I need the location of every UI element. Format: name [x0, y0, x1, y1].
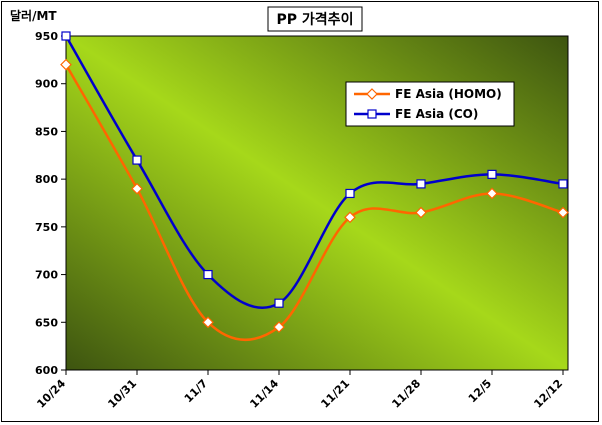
x-axis: 10/24 10/31 11/7 11/14 11/21 11/28 12/5 12/12 [34, 370, 565, 411]
y-tick-label: 650 [35, 316, 58, 329]
legend-marker-homo [366, 88, 378, 100]
legend-label-co: FE Asia (CO) [395, 107, 478, 121]
x-tick-label: 10/24 [34, 377, 68, 411]
y-tick-label: 800 [35, 173, 58, 186]
series-layer [60, 31, 569, 342]
legend-label-homo: FE Asia (HOMO) [395, 87, 502, 101]
y-tick-label: 700 [35, 269, 58, 282]
data-point-homo [273, 321, 285, 333]
legend-marker-co [367, 109, 377, 119]
data-point-homo [486, 187, 498, 200]
chart-title: PP 가격추이 [277, 11, 354, 28]
x-tick-label: 10/31 [105, 377, 139, 411]
data-point-co [487, 169, 497, 179]
data-point-co [416, 179, 426, 189]
legend: FE Asia (HOMO) FE Asia (CO) [345, 81, 515, 127]
x-tick-label: 12/5 [466, 377, 494, 405]
data-point-co [61, 31, 71, 41]
data-point-homo [60, 58, 72, 71]
data-point-homo [131, 182, 143, 195]
data-point-homo [202, 316, 214, 329]
data-point-co [132, 155, 142, 165]
chart-title-box: PP 가격추이 [267, 6, 363, 32]
x-tick-label: 11/7 [182, 377, 210, 405]
y-tick-label: 950 [35, 30, 58, 43]
unit-label: 달러/MT [10, 8, 57, 23]
data-point-homo [557, 206, 569, 219]
y-tick-label: 600 [35, 364, 58, 377]
x-tick-label: 11/28 [389, 377, 423, 411]
x-tick-label: 11/21 [318, 377, 352, 411]
x-tick-label: 12/12 [531, 377, 565, 411]
x-tick-label: 11/14 [247, 377, 281, 411]
data-point-co [558, 179, 568, 189]
data-point-co [274, 298, 284, 308]
data-point-homo [344, 211, 356, 224]
y-axis: 600 650 700 750 800 850 900 950 [35, 30, 66, 377]
data-point-homo [415, 206, 427, 219]
y-tick-label: 900 [35, 78, 58, 91]
data-point-co [345, 188, 355, 199]
data-point-co [203, 269, 213, 280]
y-tick-label: 850 [35, 125, 58, 138]
y-tick-label: 750 [35, 221, 58, 234]
